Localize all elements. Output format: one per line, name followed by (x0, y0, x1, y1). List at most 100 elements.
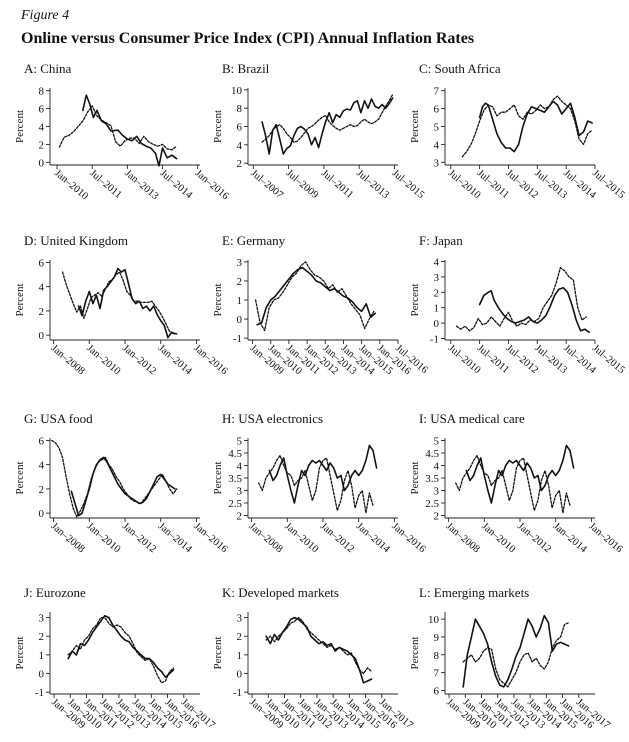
y-tick-label: 4 (39, 122, 45, 134)
y-axis-label: Percent (409, 110, 421, 143)
y-tick-label: 3.5 (425, 473, 439, 485)
series-line-solid (81, 94, 178, 167)
y-tick-label: 5 (434, 122, 440, 134)
x-tick-label: Jan–2012 (515, 521, 553, 555)
series-line-dashed (455, 267, 587, 332)
y-tick-label: 10 (428, 614, 440, 626)
y-tick-label: 2 (39, 484, 45, 496)
chart-panel: 22.533.544.55PercentJan–2008Jan–2010Jan–… (212, 436, 427, 556)
x-tick-label: Jan–2008 (49, 343, 87, 377)
panel-title: E: Germany (222, 233, 286, 248)
series-line-dashed (58, 105, 178, 151)
y-tick-label: 0 (237, 314, 243, 326)
series-line-dashed (51, 439, 178, 518)
x-tick-label: Jan–2008 (444, 521, 482, 555)
y-tick-label: 2 (434, 511, 440, 523)
y-tick-label: 2 (237, 511, 243, 523)
figure-title: Online versus Consumer Price Index (CPI)… (21, 30, 475, 47)
chart-panel: -10123PercentJan–2009Jan–2010Jan–2011Jan… (212, 257, 430, 378)
y-tick-label: 2 (39, 139, 45, 151)
y-tick-label: 3 (434, 157, 440, 169)
chart-panel: -101234PercentJul–2010Jul–2011Jul–2012Ju… (409, 257, 627, 377)
y-tick-label: 3 (237, 486, 243, 498)
y-tick-label: 6 (39, 104, 45, 116)
x-tick-label: Jan–2008 (49, 521, 87, 555)
plot-area: 0 2 4 6 Percent Jan–2008Jan–2010Jan–2012Jan–2… (14, 435, 229, 555)
y-tick-label: 3.5 (228, 473, 242, 485)
series-line-dashed (258, 454, 374, 514)
y-axis-label: Percent (409, 284, 421, 317)
y-tick-label: 6 (434, 104, 440, 116)
y-tick-label: 4 (434, 461, 440, 473)
x-tick-label: Jul–2009 (284, 168, 321, 201)
chart-panel: 22.533.544.55PercentJan–2008Jan–2010Jan–… (409, 436, 624, 556)
y-tick-label: 3 (39, 613, 45, 625)
panel-title: F: Japan (419, 233, 463, 248)
y-tick-label: 4 (237, 461, 243, 473)
chart-panel: 34567PercentJul–2010Jul–2011Jul–2012Jul–… (409, 86, 627, 202)
series-line-solid (478, 100, 593, 153)
x-tick-label: Jan–2008 (247, 521, 285, 555)
chart-panel: 0 2 4 6 8 Percent Jan–2010Jul–2011Jan–2013Jul–… (14, 86, 231, 202)
x-tick-label: Jul–2007 (248, 168, 285, 201)
x-tick-label: Jan–2014 (156, 521, 194, 556)
x-tick-label: Jan–2010 (52, 168, 90, 202)
series-line-dashed (265, 616, 373, 675)
y-tick-label: 4 (237, 140, 243, 152)
y-tick-label: 8 (434, 650, 440, 662)
y-tick-label: 0 (434, 318, 440, 330)
x-tick-label: Jul–2014 (158, 168, 195, 202)
y-tick-label: 4 (434, 257, 440, 269)
y-tick-label: 0 (39, 157, 45, 169)
x-tick-label: Jan–2010 (84, 343, 122, 377)
y-axis-label: Percent (14, 110, 26, 143)
y-axis-label: Percent (212, 462, 224, 495)
y-tick-label: 1 (39, 650, 45, 662)
y-tick-label: -1 (430, 333, 439, 345)
panel-title: A: China (24, 61, 72, 76)
plot-area: 22.533.544.55PercentJan–2008Jan–2010Jan–… (212, 436, 427, 556)
chart-panel: 0 2 4 6 Percent Jan–2008Jan–2010Jan–2012Jan–2… (14, 257, 229, 378)
series-line-dashed (67, 616, 175, 684)
y-tick-label: 2 (237, 276, 243, 288)
x-tick-label: Jan–2010 (84, 521, 122, 555)
y-tick-label: 8 (39, 86, 45, 98)
x-tick-label: Jul–2015 (590, 168, 627, 201)
panel-title: I: USA medical care (419, 411, 525, 426)
plot-area: 22.533.544.55PercentJan–2008Jan–2010Jan–… (409, 436, 624, 556)
panel-title: L: Emerging markets (419, 585, 530, 600)
y-tick-label: 2 (39, 306, 45, 318)
panel-title: G: USA food (24, 411, 93, 426)
series-line-solid (256, 266, 377, 326)
y-tick-label: 6 (434, 685, 440, 697)
chart-panel: -10123PercentJan–2009Jan–2010Jan–2011Jan… (14, 612, 217, 732)
chart-panel: 678910PercentJan–2009Jan–2010Jan–2011Jan… (409, 612, 612, 732)
y-axis-label: Percent (14, 284, 26, 317)
panel-title: H: USA electronics (222, 411, 324, 426)
y-tick-label: 5 (434, 436, 440, 448)
chart-panel: -10123PercentJan–2009Jan–2010Jan–2011Jan… (212, 612, 415, 732)
y-axis-label: Percent (212, 284, 224, 317)
x-tick-label: Jan–2014 (354, 521, 392, 556)
plot-area: -10123PercentJan–2009Jan–2010Jan–2011Jan… (212, 612, 415, 732)
x-tick-label: Jan–2012 (318, 521, 356, 555)
y-tick-label: 2 (39, 631, 45, 643)
y-tick-label: 8 (237, 103, 243, 115)
y-tick-label: 3 (434, 272, 440, 284)
series-line-dashed (462, 622, 570, 688)
y-tick-label: 4 (39, 282, 45, 294)
y-tick-label: -1 (233, 687, 242, 699)
panel-title: K: Developed markets (222, 585, 339, 600)
plot-area: 0 2 4 6 8 Percent Jan–2010Jul–2011Jan–2013Jul–… (14, 86, 231, 202)
x-tick-label: Jan–2016 (587, 521, 625, 555)
x-tick-label: Jan–2012 (120, 521, 158, 555)
y-tick-label: 6 (237, 122, 243, 134)
x-tick-label: Jan–2013 (122, 168, 160, 202)
x-tick-label: Jan–2014 (156, 343, 194, 378)
plot-area: -101234PercentJul–2010Jul–2011Jul–2012Ju… (409, 257, 627, 377)
panel-title: D: United Kingdom (24, 233, 128, 248)
plot-area: -10123PercentJan–2009Jan–2010Jan–2011Jan… (212, 257, 430, 378)
